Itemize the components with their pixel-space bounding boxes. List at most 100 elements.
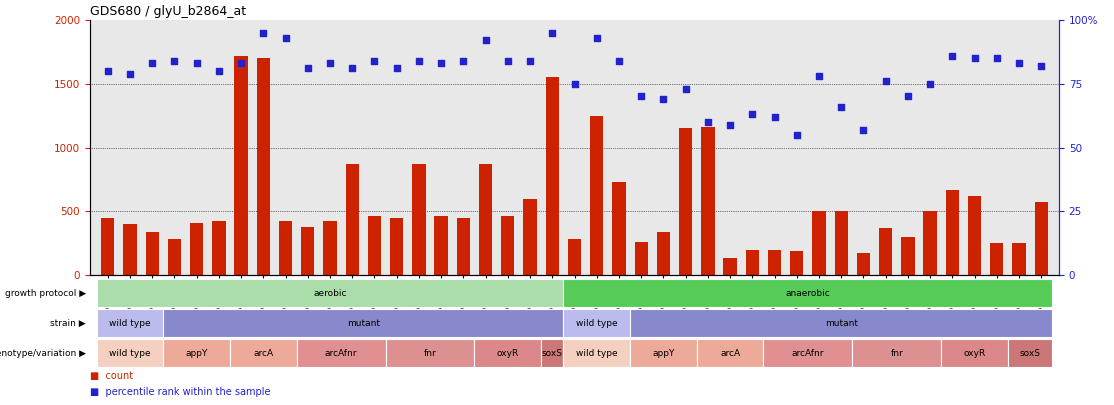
Text: fnr: fnr <box>423 348 437 358</box>
Point <box>188 60 206 66</box>
Bar <box>457 217 470 275</box>
Bar <box>97 339 164 367</box>
Point <box>566 81 584 87</box>
Text: anaerobic: anaerobic <box>785 288 830 298</box>
Text: arcAfnr: arcAfnr <box>325 348 358 358</box>
Point <box>921 81 939 87</box>
Bar <box>946 190 959 275</box>
Point <box>854 126 872 133</box>
Bar <box>168 239 182 275</box>
Point <box>765 114 783 120</box>
Text: soxS: soxS <box>1019 348 1040 358</box>
Text: arcA: arcA <box>720 348 740 358</box>
Bar <box>678 128 692 275</box>
Bar <box>524 198 537 275</box>
Point <box>299 65 316 72</box>
Bar <box>657 232 670 275</box>
Point <box>1010 60 1028 66</box>
Bar <box>385 339 475 367</box>
Bar <box>213 222 225 275</box>
Bar <box>323 222 336 275</box>
Bar <box>101 217 115 275</box>
Point <box>365 58 383 64</box>
Bar <box>701 127 714 275</box>
Point <box>676 85 694 92</box>
Bar <box>1008 339 1053 367</box>
Point <box>1033 63 1051 69</box>
Bar <box>190 223 204 275</box>
Point <box>698 119 716 125</box>
Text: mutant: mutant <box>346 318 380 328</box>
Text: oxyR: oxyR <box>497 348 519 358</box>
Bar <box>590 115 604 275</box>
Point <box>743 111 761 117</box>
Bar <box>97 279 564 307</box>
Bar <box>879 228 892 275</box>
Text: aerobic: aerobic <box>313 288 346 298</box>
Bar <box>278 222 292 275</box>
Point <box>99 68 117 74</box>
Bar <box>834 211 848 275</box>
Point <box>655 96 673 102</box>
Text: growth protocol ▶: growth protocol ▶ <box>4 288 86 298</box>
Bar <box>613 182 626 275</box>
Point <box>166 58 184 64</box>
Bar <box>541 339 564 367</box>
Bar <box>164 339 229 367</box>
Text: wild type: wild type <box>576 348 617 358</box>
Bar <box>763 339 852 367</box>
Bar <box>990 243 1004 275</box>
Point <box>633 93 651 100</box>
Point <box>721 122 739 128</box>
Bar <box>434 216 448 275</box>
Point <box>588 34 606 41</box>
Bar <box>390 217 403 275</box>
Bar <box>164 309 564 337</box>
Bar <box>901 237 915 275</box>
Point <box>944 53 961 59</box>
Bar <box>229 339 296 367</box>
Point <box>899 93 917 100</box>
Bar <box>568 239 582 275</box>
Text: appY: appY <box>186 348 208 358</box>
Text: mutant: mutant <box>824 318 858 328</box>
Point <box>877 78 895 84</box>
Bar <box>501 216 515 275</box>
Text: arcAfnr: arcAfnr <box>792 348 824 358</box>
Bar <box>296 339 385 367</box>
Bar <box>1035 202 1048 275</box>
Bar <box>696 339 763 367</box>
Point <box>966 55 984 62</box>
Bar <box>723 258 736 275</box>
Bar <box>790 251 803 275</box>
Bar <box>852 339 941 367</box>
Bar <box>564 339 631 367</box>
Point <box>499 58 517 64</box>
Bar <box>635 242 648 275</box>
Bar <box>412 164 426 275</box>
Point <box>988 55 1006 62</box>
Point <box>321 60 339 66</box>
Text: wild type: wild type <box>109 348 150 358</box>
Bar <box>345 164 359 275</box>
Bar <box>631 339 696 367</box>
Bar <box>479 164 492 275</box>
Point <box>788 132 805 138</box>
Bar <box>234 56 247 275</box>
Point <box>810 73 828 79</box>
Bar <box>368 216 381 275</box>
Point <box>121 70 139 77</box>
Point <box>388 65 405 72</box>
Text: genotype/variation ▶: genotype/variation ▶ <box>0 348 86 358</box>
Bar <box>745 249 759 275</box>
Bar <box>546 77 559 275</box>
Bar <box>97 309 164 337</box>
Text: arcA: arcA <box>253 348 273 358</box>
Text: ■  percentile rank within the sample: ■ percentile rank within the sample <box>90 387 271 397</box>
Point <box>832 103 850 110</box>
Point <box>477 37 495 44</box>
Bar <box>256 58 270 275</box>
Bar <box>924 211 937 275</box>
Point <box>410 58 428 64</box>
Bar <box>564 309 631 337</box>
